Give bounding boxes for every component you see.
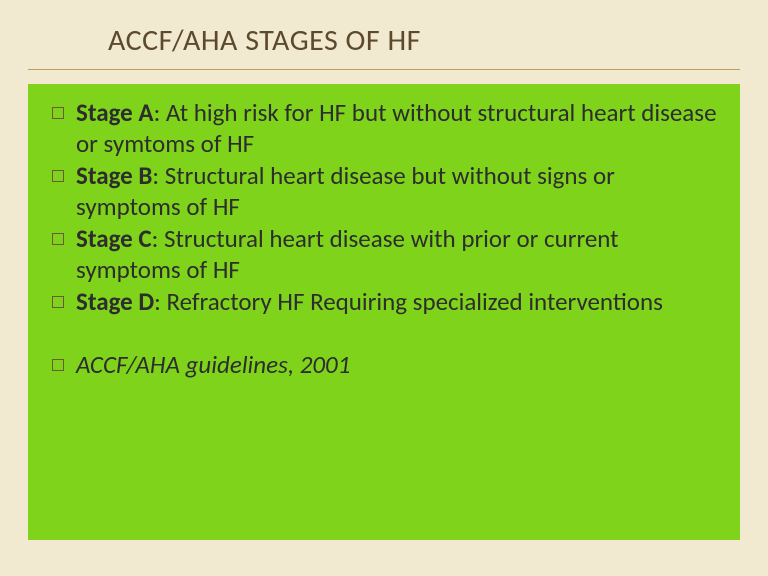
stage-desc: : Refractory HF Requiring specialized in… (154, 286, 663, 317)
slide-title: ACCF/AHA STAGES OF HF (108, 22, 740, 59)
list-item: Stage D: Refractory HF Requiring special… (48, 287, 720, 318)
list-item: Stage B: Structural heart disease but wi… (48, 161, 720, 222)
stage-desc: : Structural heart disease with prior or… (76, 223, 619, 285)
stage-desc: : At high risk for HF but without struct… (76, 97, 717, 159)
slide: ACCF/AHA STAGES OF HF Stage A: At high r… (0, 0, 768, 576)
title-rule (28, 69, 740, 70)
stage-label: Stage A (76, 97, 154, 128)
stage-label: Stage C (76, 223, 152, 254)
footer-item: ACCF/AHA guidelines, 2001 (48, 350, 720, 381)
bullet-list: Stage A: At high risk for HF but without… (48, 98, 720, 318)
list-item: Stage A: At high risk for HF but without… (48, 98, 720, 159)
footer-list: ACCF/AHA guidelines, 2001 (48, 350, 720, 381)
stage-label: Stage B (76, 160, 152, 191)
title-wrap: ACCF/AHA STAGES OF HF (28, 22, 740, 65)
stage-label: Stage D (76, 286, 154, 317)
stage-desc: : Structural heart disease but without s… (76, 160, 615, 222)
spacer (48, 320, 720, 350)
list-item: Stage C: Structural heart disease with p… (48, 224, 720, 285)
content-box: Stage A: At high risk for HF but without… (28, 84, 740, 540)
